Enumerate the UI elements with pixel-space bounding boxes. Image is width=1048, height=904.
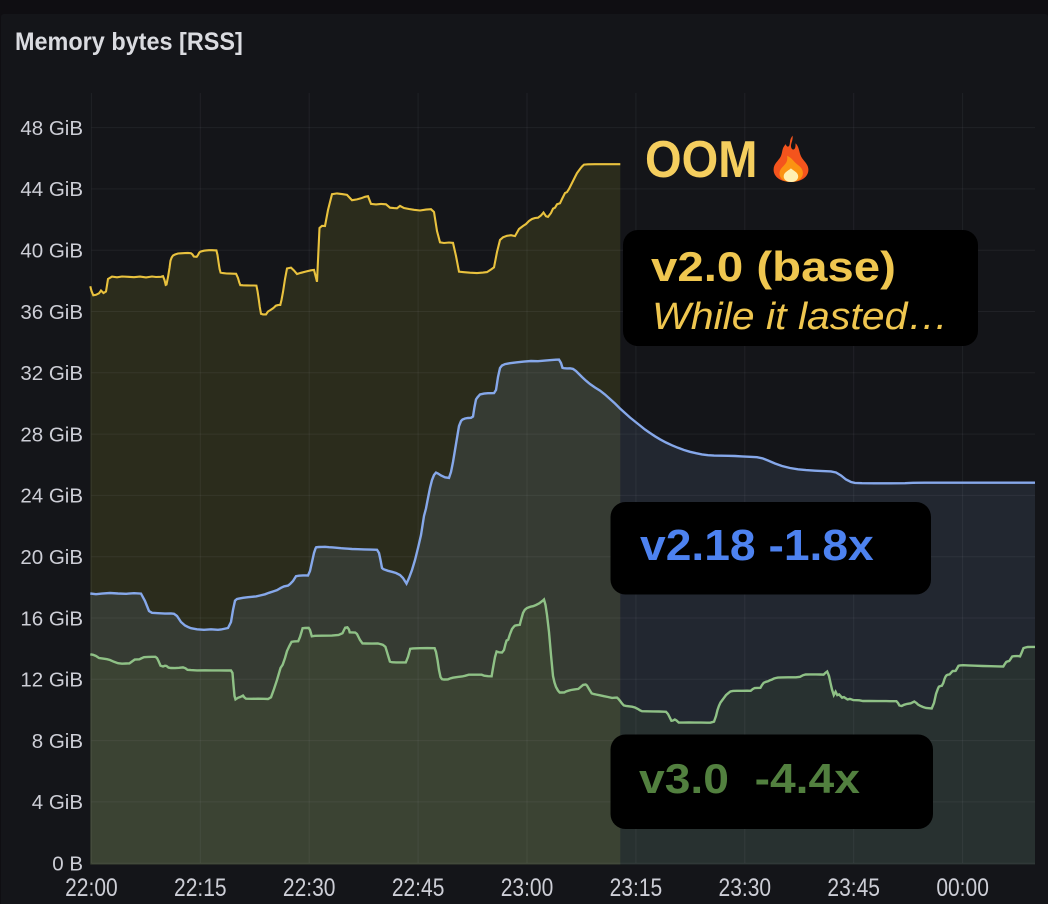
svg-text:23:15: 23:15 xyxy=(610,873,663,901)
svg-text:8 GiB: 8 GiB xyxy=(32,730,83,753)
svg-text:23:00: 23:00 xyxy=(501,873,554,901)
svg-text:44 GiB: 44 GiB xyxy=(20,178,83,201)
svg-text:0 B: 0 B xyxy=(52,853,83,876)
svg-text:24 GiB: 24 GiB xyxy=(20,485,83,508)
svg-text:23:45: 23:45 xyxy=(827,873,880,901)
svg-text:23:30: 23:30 xyxy=(719,873,772,901)
svg-text:22:45: 22:45 xyxy=(392,873,445,901)
svg-text:22:30: 22:30 xyxy=(283,873,336,901)
svg-text:22:15: 22:15 xyxy=(174,873,227,901)
svg-text:32 GiB: 32 GiB xyxy=(20,362,83,385)
svg-text:40 GiB: 40 GiB xyxy=(20,240,83,263)
svg-text:20 GiB: 20 GiB xyxy=(20,546,83,569)
svg-text:28 GiB: 28 GiB xyxy=(20,423,83,446)
svg-text:48 GiB: 48 GiB xyxy=(20,117,83,140)
svg-text:4 GiB: 4 GiB xyxy=(32,791,83,814)
svg-text:16 GiB: 16 GiB xyxy=(20,607,83,630)
svg-text:22:00: 22:00 xyxy=(65,873,118,901)
svg-text:12 GiB: 12 GiB xyxy=(20,669,83,692)
svg-text:00:00: 00:00 xyxy=(936,873,989,901)
svg-text:36 GiB: 36 GiB xyxy=(20,301,83,324)
